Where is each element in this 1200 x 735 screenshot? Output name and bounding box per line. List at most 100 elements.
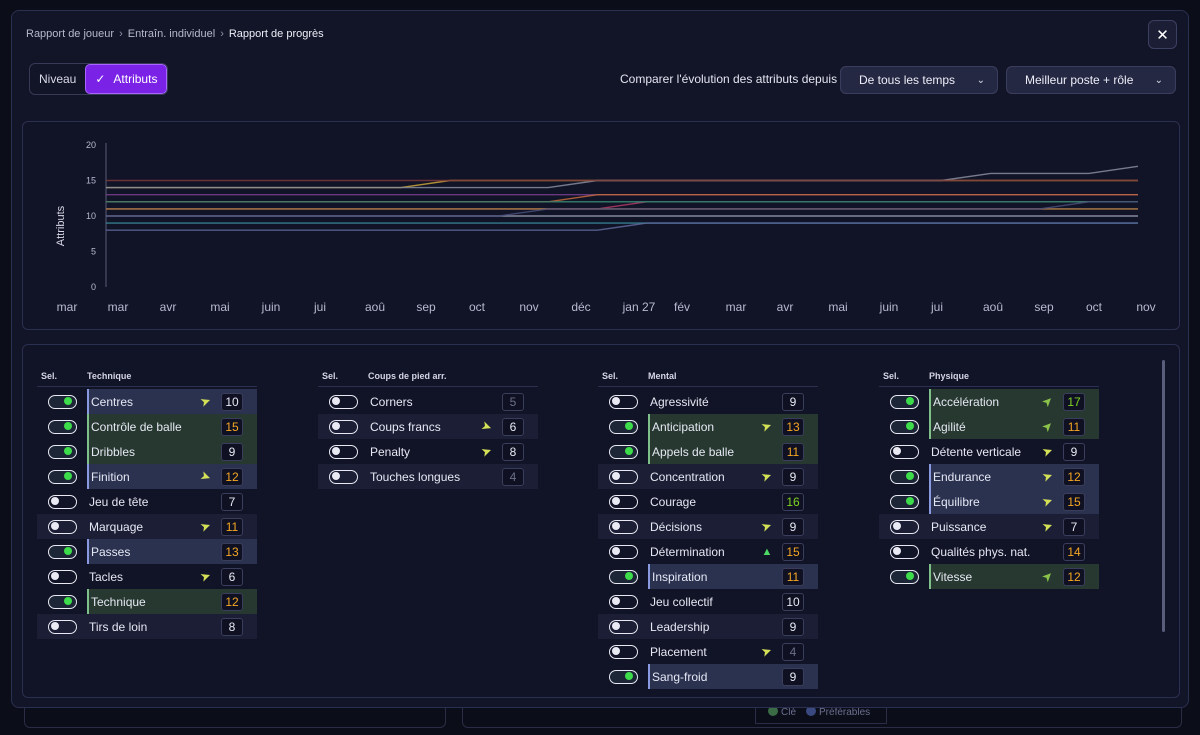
attribute-row[interactable]: Accélération ➤ 17 [879,389,1099,414]
toggle-switch[interactable] [329,419,358,434]
attribute-row[interactable]: Appels de balle 11 [598,439,818,464]
toggle-switch[interactable] [609,444,638,459]
select-toggle[interactable] [598,419,648,434]
select-toggle[interactable] [879,494,929,509]
attribute-row[interactable]: Détente verticale ➤ 9 [879,439,1099,464]
attribute-row[interactable]: Courage 16 [598,489,818,514]
select-toggle[interactable] [37,419,87,434]
select-toggle[interactable] [598,619,648,634]
attribute-row[interactable]: Concentration ➤ 9 [598,464,818,489]
attribute-row[interactable]: Finition ➤ 12 [37,464,257,489]
attribute-row[interactable]: Sang-froid 9 [598,664,818,689]
attribute-row[interactable]: Touches longues 4 [318,464,538,489]
attribute-row[interactable]: Vitesse ➤ 12 [879,564,1099,589]
toggle-switch[interactable] [609,419,638,434]
toggle-switch[interactable] [609,394,638,409]
attribute-row[interactable]: Équilibre ➤ 15 [879,489,1099,514]
select-toggle[interactable] [318,419,368,434]
toggle-switch[interactable] [48,569,77,584]
toggle-switch[interactable] [48,619,77,634]
attribute-row[interactable]: Décisions ➤ 9 [598,514,818,539]
select-toggle[interactable] [598,594,648,609]
select-toggle[interactable] [37,444,87,459]
attribute-row[interactable]: Agressivité 9 [598,389,818,414]
toggle-switch[interactable] [609,469,638,484]
attribute-row[interactable]: Coups francs ➤ 6 [318,414,538,439]
toggle-switch[interactable] [48,519,77,534]
breadcrumb-player-report[interactable]: Rapport de joueur [26,28,115,40]
attribute-row[interactable]: Anticipation ➤ 13 [598,414,818,439]
toggle-switch[interactable] [48,444,77,459]
toggle-switch[interactable] [48,494,77,509]
select-toggle[interactable] [879,419,929,434]
attribute-row[interactable]: Jeu de tête 7 [37,489,257,514]
toggle-switch[interactable] [329,469,358,484]
attribute-row[interactable]: Dribbles 9 [37,439,257,464]
attribute-row[interactable]: Placement ➤ 4 [598,639,818,664]
select-toggle[interactable] [598,569,648,584]
select-toggle[interactable] [879,519,929,534]
toggle-switch[interactable] [890,544,919,559]
toggle-switch[interactable] [48,469,77,484]
niveau-tab[interactable]: Niveau [39,72,77,86]
select-toggle[interactable] [37,394,87,409]
select-toggle[interactable] [318,444,368,459]
select-toggle[interactable] [318,394,368,409]
toggle-switch[interactable] [609,519,638,534]
select-toggle[interactable] [598,519,648,534]
toggle-switch[interactable] [329,394,358,409]
select-toggle[interactable] [598,469,648,484]
toggle-switch[interactable] [890,494,919,509]
toggle-switch[interactable] [48,544,77,559]
attribute-row[interactable]: Contrôle de balle 15 [37,414,257,439]
role-dropdown[interactable]: Meilleur poste + rôle ⌄ [1006,66,1176,94]
select-toggle[interactable] [879,544,929,559]
select-toggle[interactable] [37,494,87,509]
period-dropdown[interactable]: De tous les temps ⌄ [840,66,998,94]
attribute-row[interactable]: Tacles ➤ 6 [37,564,257,589]
toggle-switch[interactable] [329,444,358,459]
select-toggle[interactable] [879,469,929,484]
select-toggle[interactable] [318,469,368,484]
toggle-switch[interactable] [890,444,919,459]
select-toggle[interactable] [37,594,87,609]
toggle-switch[interactable] [48,419,77,434]
attribute-row[interactable]: Jeu collectif 10 [598,589,818,614]
select-toggle[interactable] [598,644,648,659]
toggle-switch[interactable] [609,669,638,684]
attribute-row[interactable]: Passes 13 [37,539,257,564]
toggle-switch[interactable] [890,419,919,434]
select-toggle[interactable] [37,469,87,484]
toggle-switch[interactable] [890,569,919,584]
attribute-row[interactable]: Centres ➤ 10 [37,389,257,414]
select-toggle[interactable] [37,619,87,634]
toggle-switch[interactable] [609,619,638,634]
attributs-tab[interactable]: ✓ Attributs [85,64,168,94]
select-toggle[interactable] [598,544,648,559]
breadcrumb-individual-training[interactable]: Entraîn. individuel [127,28,216,40]
toggle-switch[interactable] [609,569,638,584]
select-toggle[interactable] [879,444,929,459]
attribute-row[interactable]: Endurance ➤ 12 [879,464,1099,489]
select-toggle[interactable] [598,444,648,459]
select-toggle[interactable] [37,519,87,534]
select-toggle[interactable] [37,544,87,559]
toggle-switch[interactable] [609,644,638,659]
toggle-switch[interactable] [890,394,919,409]
select-toggle[interactable] [598,494,648,509]
attribute-row[interactable]: Penalty ➤ 8 [318,439,538,464]
select-toggle[interactable] [598,394,648,409]
select-toggle[interactable] [598,669,648,684]
attribute-row[interactable]: Inspiration 11 [598,564,818,589]
toggle-switch[interactable] [609,494,638,509]
attribute-row[interactable]: Marquage ➤ 11 [37,514,257,539]
select-toggle[interactable] [879,569,929,584]
select-toggle[interactable] [37,569,87,584]
attribute-row[interactable]: Agilité ➤ 11 [879,414,1099,439]
toggle-switch[interactable] [890,519,919,534]
close-button[interactable]: ✕ [1148,20,1177,49]
attribute-row[interactable]: Tirs de loin 8 [37,614,257,639]
toggle-switch[interactable] [609,544,638,559]
attribute-row[interactable]: Puissance ➤ 7 [879,514,1099,539]
attribute-row[interactable]: Leadership 9 [598,614,818,639]
